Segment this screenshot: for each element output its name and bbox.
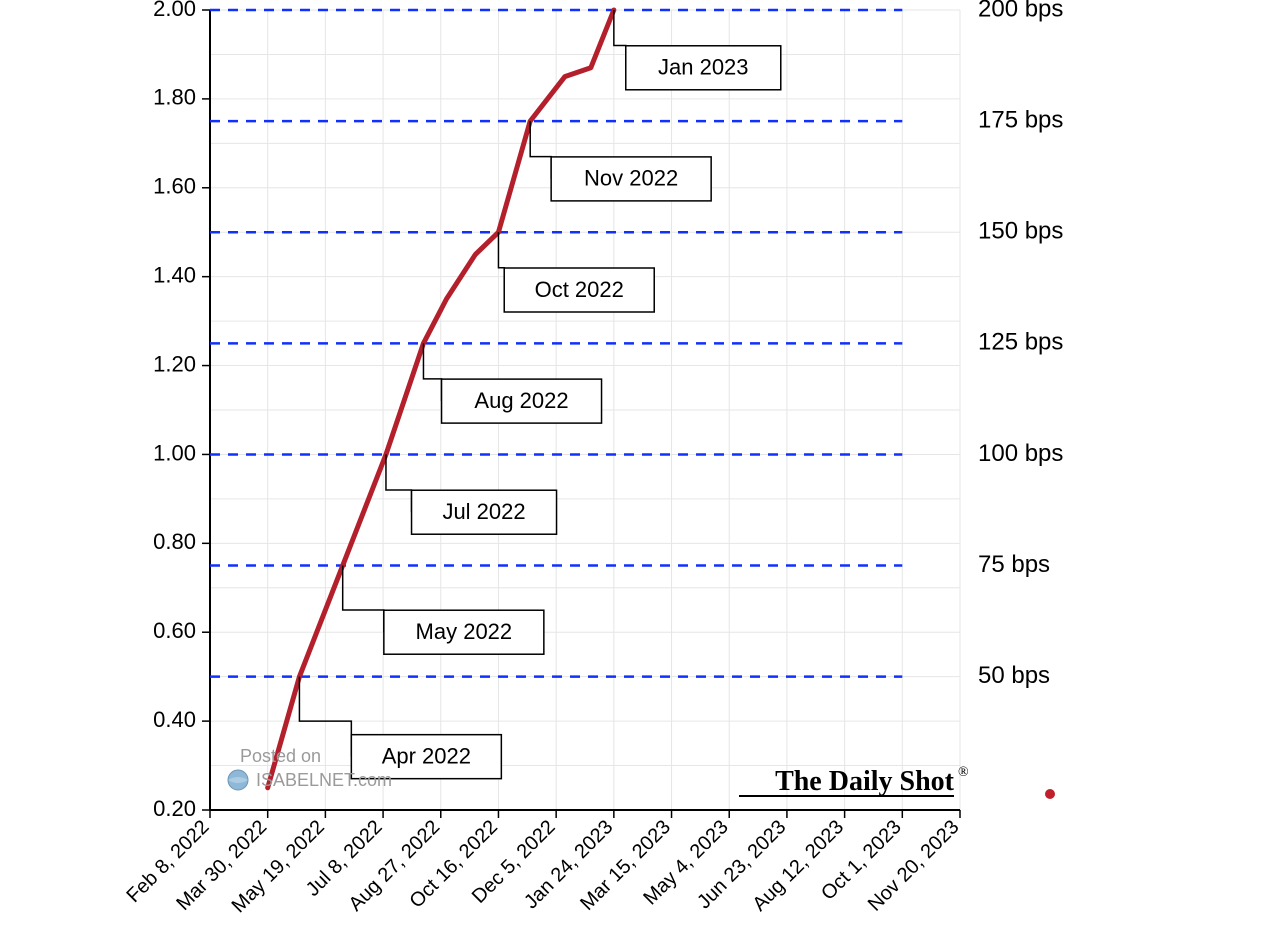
callout-label: Oct 2022: [535, 277, 624, 302]
brand-text: The Daily Shot: [775, 766, 955, 797]
brand-dot-icon: [1045, 789, 1055, 799]
callout-leader: [614, 10, 626, 68]
bps-label: 100 bps: [978, 440, 1063, 467]
callout-label: Jan 2023: [658, 55, 749, 80]
bps-label: 75 bps: [978, 551, 1050, 578]
bps-label: 175 bps: [978, 106, 1063, 133]
y-tick-label: 1.40: [153, 262, 196, 287]
callout-label: Nov 2022: [584, 166, 678, 191]
y-tick-label: 0.60: [153, 618, 196, 643]
callouts: Apr 2022 May 2022 Jul 2022 Aug 2022 Oct 2022…: [299, 10, 780, 779]
watermark-site: ISABELNET.com: [256, 770, 392, 790]
bps-reference-lines: 50 bps 75 bps 100 bps 125 bps 150 bps 175 bps…: [210, 0, 1063, 689]
y-axis-ticks: 0.20 0.40 0.60 0.80 1.00 1.20 1.40 1.60 1.80 2.00: [153, 0, 210, 821]
y-tick-label: 2.00: [153, 0, 196, 21]
y-tick-label: 0.80: [153, 529, 196, 554]
callout-leader: [423, 343, 441, 401]
y-tick-label: 1.00: [153, 440, 196, 465]
y-tick-label: 0.20: [153, 796, 196, 821]
bps-label: 125 bps: [978, 329, 1063, 356]
brand-registered: ®: [958, 765, 969, 780]
bps-label: 50 bps: [978, 662, 1050, 689]
bps-label: 200 bps: [978, 0, 1063, 22]
x-axis-ticks: Feb 8, 2022Mar 30, 2022May 19, 2022Jul 8…: [122, 810, 963, 917]
chart-container: 0.20 0.40 0.60 0.80 1.00 1.20 1.40 1.60 1.80 2.00…: [0, 0, 1280, 940]
callout-leader: [386, 454, 412, 512]
callout-label: Jul 2022: [442, 499, 525, 524]
callout-label: May 2022: [416, 619, 513, 644]
y-tick-label: 1.60: [153, 174, 196, 199]
globe-icon: [228, 770, 248, 790]
callout-leader: [530, 121, 551, 179]
chart-svg: 0.20 0.40 0.60 0.80 1.00 1.20 1.40 1.60 1.80 2.00…: [0, 0, 1280, 940]
bps-label: 150 bps: [978, 218, 1063, 245]
watermark-posted-on: Posted on: [240, 746, 321, 766]
y-tick-label: 0.40: [153, 707, 196, 732]
y-tick-label: 1.80: [153, 85, 196, 110]
callout-leader: [343, 566, 384, 633]
callout-leader: [498, 232, 504, 290]
y-tick-label: 1.20: [153, 351, 196, 376]
callout-label: Aug 2022: [474, 388, 568, 413]
callout-label: Apr 2022: [382, 743, 471, 768]
